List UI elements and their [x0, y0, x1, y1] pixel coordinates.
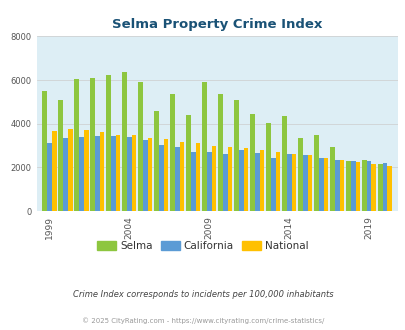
Bar — [302, 155, 307, 211]
Bar — [355, 162, 359, 211]
Bar — [115, 135, 120, 211]
Bar — [297, 138, 302, 211]
Bar — [95, 136, 100, 211]
Bar — [233, 100, 238, 211]
Bar — [83, 130, 88, 211]
Text: Crime Index corresponds to incidents per 100,000 inhabitants: Crime Index corresponds to incidents per… — [72, 290, 333, 299]
Bar — [147, 138, 152, 211]
Bar — [371, 164, 375, 211]
Bar — [227, 147, 232, 211]
Bar — [138, 82, 143, 211]
Bar — [47, 144, 51, 211]
Bar — [206, 152, 211, 211]
Bar — [377, 164, 382, 211]
Bar — [281, 116, 286, 211]
Bar — [131, 135, 136, 211]
Bar — [334, 160, 339, 211]
Bar — [366, 161, 371, 211]
Bar — [265, 123, 270, 211]
Bar — [126, 137, 131, 211]
Bar — [79, 137, 83, 211]
Bar — [339, 160, 343, 211]
Bar — [190, 152, 195, 211]
Text: © 2025 CityRating.com - https://www.cityrating.com/crime-statistics/: © 2025 CityRating.com - https://www.city… — [82, 318, 323, 324]
Bar — [259, 150, 264, 211]
Bar — [68, 129, 72, 211]
Bar — [111, 136, 115, 211]
Bar — [185, 115, 190, 211]
Bar — [163, 139, 168, 211]
Bar — [106, 75, 111, 211]
Bar — [100, 132, 104, 211]
Bar — [345, 161, 350, 211]
Bar — [170, 94, 175, 211]
Bar — [386, 166, 391, 211]
Bar — [222, 154, 227, 211]
Bar — [382, 163, 386, 211]
Bar — [313, 135, 318, 211]
Bar — [307, 155, 311, 211]
Bar — [211, 146, 216, 211]
Bar — [90, 78, 95, 211]
Bar — [286, 154, 291, 211]
Bar — [63, 138, 68, 211]
Bar — [238, 150, 243, 211]
Bar — [175, 147, 179, 211]
Bar — [318, 158, 323, 211]
Bar — [74, 79, 79, 211]
Bar — [202, 82, 206, 211]
Title: Selma Property Crime Index: Selma Property Crime Index — [112, 18, 322, 31]
Bar — [42, 91, 47, 211]
Bar — [51, 131, 56, 211]
Bar — [143, 140, 147, 211]
Bar — [249, 114, 254, 211]
Bar — [195, 144, 200, 211]
Bar — [58, 100, 63, 211]
Bar — [275, 152, 280, 211]
Bar — [361, 160, 366, 211]
Bar — [270, 158, 275, 211]
Bar — [158, 145, 163, 211]
Bar — [350, 161, 355, 211]
Legend: Selma, California, National: Selma, California, National — [93, 237, 312, 255]
Bar — [153, 111, 158, 211]
Bar — [179, 142, 184, 211]
Bar — [323, 158, 328, 211]
Bar — [243, 148, 248, 211]
Bar — [329, 147, 334, 211]
Bar — [217, 94, 222, 211]
Bar — [122, 72, 126, 211]
Bar — [254, 153, 259, 211]
Bar — [291, 154, 296, 211]
